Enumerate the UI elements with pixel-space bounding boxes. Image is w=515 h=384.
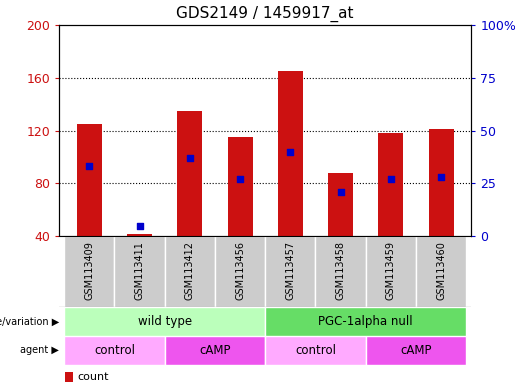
Text: GSM113460: GSM113460: [436, 241, 446, 300]
Bar: [265, 307, 466, 336]
Bar: [366, 336, 466, 365]
Title: GDS2149 / 1459917_at: GDS2149 / 1459917_at: [177, 6, 354, 22]
Bar: [265, 236, 316, 307]
Bar: [165, 236, 215, 307]
Bar: [64, 336, 165, 365]
Bar: [65, 372, 73, 382]
Text: agent ▶: agent ▶: [21, 345, 59, 356]
Bar: [177, 111, 202, 236]
Bar: [366, 236, 416, 307]
Bar: [379, 133, 403, 236]
Point: [387, 176, 395, 182]
Bar: [64, 236, 114, 307]
Point: [85, 164, 94, 170]
Point: [135, 223, 144, 229]
Text: GSM113457: GSM113457: [285, 241, 295, 300]
Point: [236, 176, 244, 182]
Bar: [416, 236, 466, 307]
Text: GSM113459: GSM113459: [386, 241, 396, 300]
Text: genotype/variation ▶: genotype/variation ▶: [0, 316, 59, 327]
Text: control: control: [295, 344, 336, 357]
Bar: [64, 307, 265, 336]
Text: GSM113458: GSM113458: [336, 241, 346, 300]
Bar: [114, 236, 165, 307]
Point: [336, 189, 345, 195]
Bar: [428, 129, 454, 236]
Point: [286, 149, 295, 155]
Bar: [165, 336, 265, 365]
Text: GSM113409: GSM113409: [84, 241, 94, 300]
Text: cAMP: cAMP: [199, 344, 231, 357]
Text: GSM113411: GSM113411: [134, 241, 145, 300]
Bar: [278, 71, 303, 236]
Text: wild type: wild type: [138, 315, 192, 328]
Text: cAMP: cAMP: [400, 344, 432, 357]
Text: PGC-1alpha null: PGC-1alpha null: [318, 315, 413, 328]
Text: GSM113456: GSM113456: [235, 241, 245, 300]
Text: GSM113412: GSM113412: [185, 241, 195, 300]
Point: [186, 155, 194, 161]
Bar: [228, 137, 253, 236]
Text: control: control: [94, 344, 135, 357]
Bar: [316, 236, 366, 307]
Bar: [328, 173, 353, 236]
Bar: [215, 236, 265, 307]
Bar: [265, 336, 366, 365]
Bar: [127, 233, 152, 236]
Bar: [77, 124, 102, 236]
Text: count: count: [77, 372, 109, 382]
Point: [437, 174, 445, 180]
